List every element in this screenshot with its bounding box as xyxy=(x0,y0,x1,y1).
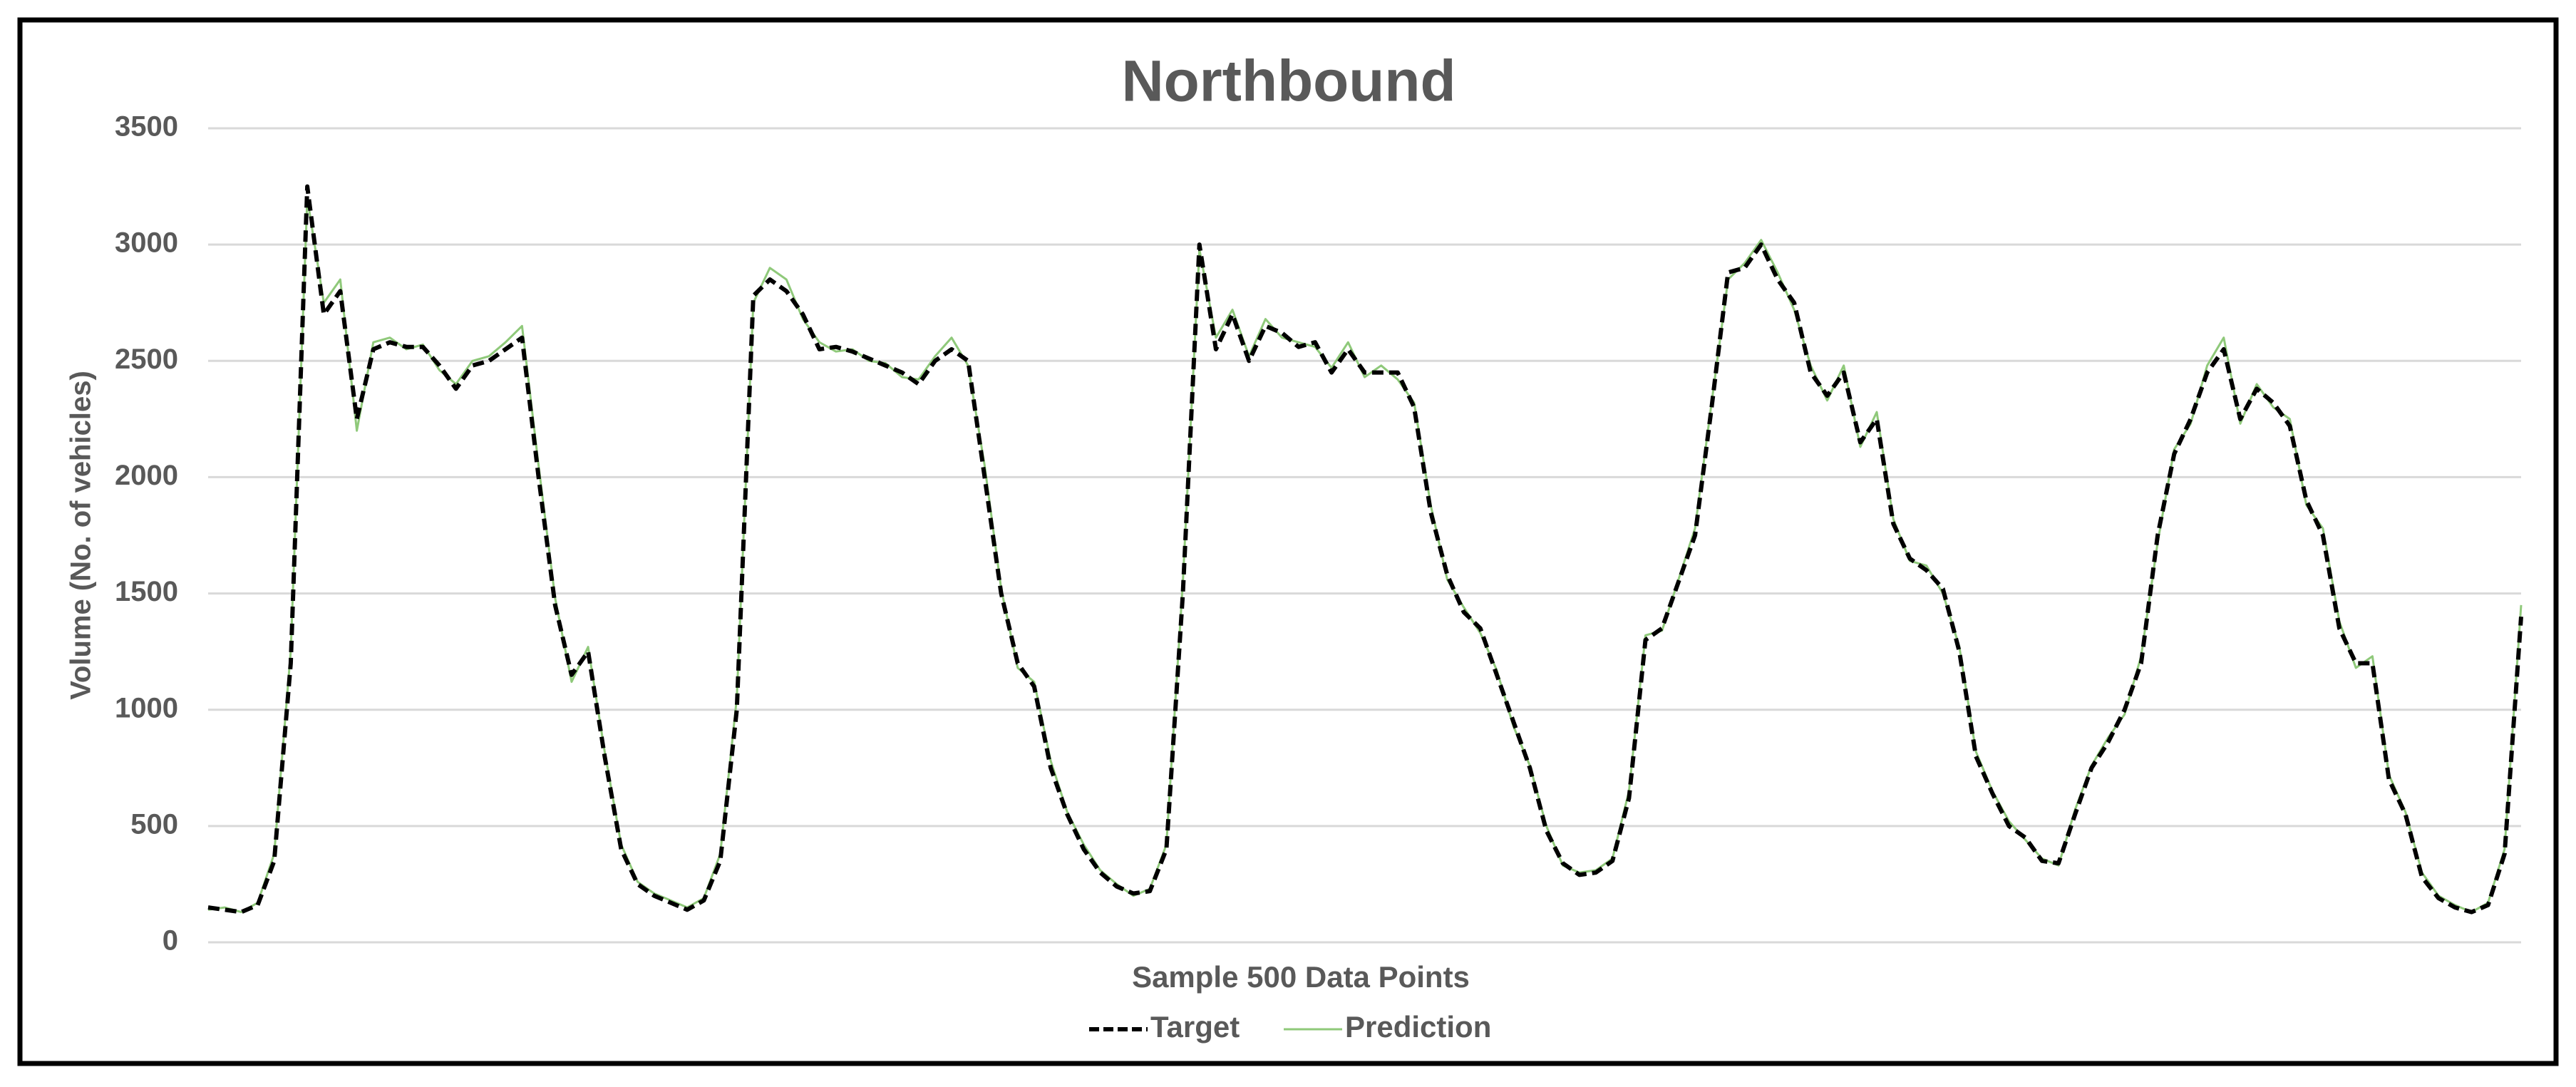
y-tick-label: 3500 xyxy=(115,111,178,143)
x-axis-label: Sample 500 Data Points xyxy=(1132,960,1470,994)
y-axis-label: Volume (No. of vehicles) xyxy=(66,371,97,700)
series-line xyxy=(207,184,2523,915)
y-tick-label: 1500 xyxy=(115,576,178,607)
y-tick-label: 1000 xyxy=(115,692,178,723)
legend-label: Prediction xyxy=(1345,1010,1491,1044)
y-tick-label: 500 xyxy=(130,808,178,840)
y-tick-label: 2000 xyxy=(115,460,178,491)
chart-border xyxy=(17,17,2559,1066)
chart-title: Northbound xyxy=(1121,49,1456,114)
legend-label: Target xyxy=(1150,1010,1240,1044)
y-tick-label: 2500 xyxy=(115,344,178,375)
y-tick-label: 3000 xyxy=(115,227,178,259)
y-tick-label: 0 xyxy=(163,925,178,957)
